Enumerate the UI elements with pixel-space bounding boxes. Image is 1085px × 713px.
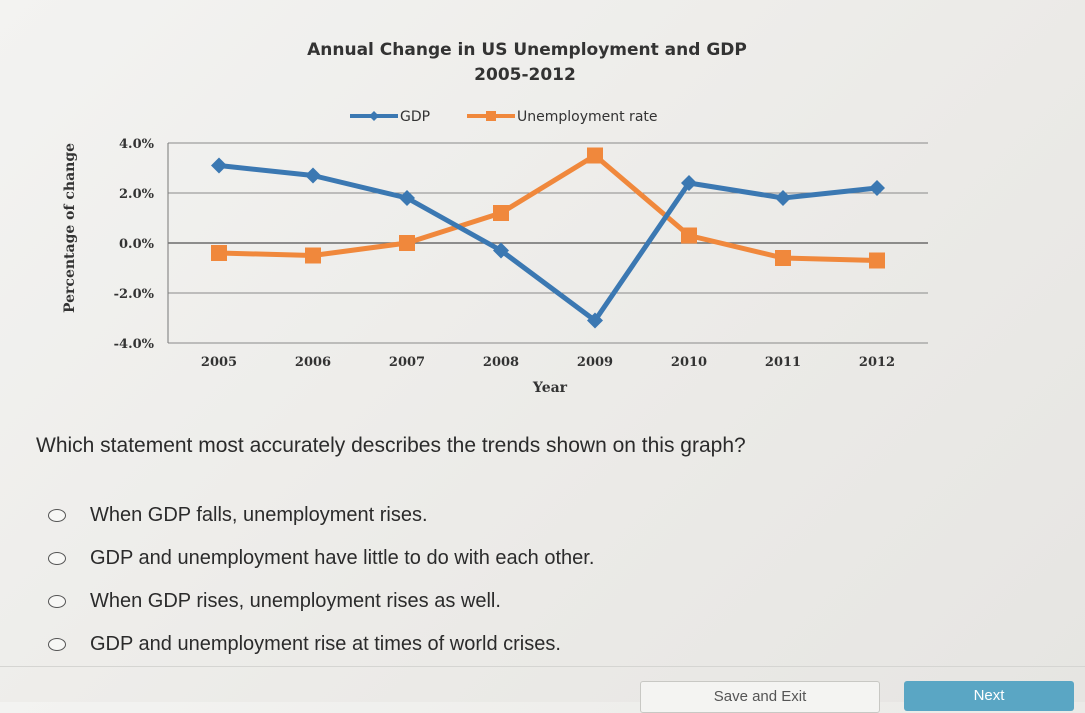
series-line	[216, 153, 880, 263]
answer-options: When GDP falls, unemployment rises. GDP …	[48, 494, 594, 666]
line-chart: Annual Change in US Unemployment and GDP…	[62, 40, 928, 396]
y-tick-label: 4.0%	[119, 137, 155, 152]
option-label: GDP and unemployment rise at times of wo…	[90, 633, 561, 655]
legend-label: GDP	[400, 109, 430, 125]
x-axis-label: Year	[532, 380, 568, 396]
data-point	[869, 252, 885, 269]
x-tick-label: 2012	[859, 355, 895, 370]
data-point	[211, 157, 227, 174]
radio-button[interactable]	[48, 638, 66, 651]
x-tick-label: 2009	[577, 355, 613, 370]
next-button[interactable]: Next	[904, 681, 1074, 711]
radio-button[interactable]	[48, 509, 66, 522]
data-point	[399, 235, 415, 251]
legend-marker	[486, 111, 496, 121]
data-point	[399, 190, 415, 206]
footer-divider	[0, 666, 1085, 667]
y-tick-label: 0.0%	[119, 237, 155, 252]
x-tick-label: 2011	[765, 355, 801, 370]
data-point	[869, 180, 885, 196]
chart-series	[211, 147, 885, 329]
series-gdp	[211, 157, 885, 329]
x-tick-label: 2007	[389, 355, 425, 370]
series-unemployment-rate	[211, 147, 885, 269]
x-tick-label: 2005	[201, 355, 237, 370]
question-text: Which statement most accurately describe…	[36, 434, 746, 457]
x-tick-label: 2008	[483, 355, 519, 370]
answer-option-3[interactable]: When GDP rises, unemployment rises as we…	[48, 580, 594, 623]
answer-option-2[interactable]: GDP and unemployment have little to do w…	[48, 537, 594, 580]
data-point	[305, 247, 321, 264]
option-label: When GDP rises, unemployment rises as we…	[90, 590, 501, 612]
x-tick-label: 2006	[295, 355, 331, 370]
data-point	[681, 175, 697, 191]
radio-button[interactable]	[48, 552, 66, 565]
x-tick-label: 2010	[671, 355, 707, 370]
data-point	[775, 250, 791, 266]
chart-grid	[167, 142, 928, 344]
chart-title: Annual Change in US Unemployment and GDP	[307, 40, 747, 60]
option-label: When GDP falls, unemployment rises.	[90, 504, 428, 526]
legend-marker	[369, 111, 379, 121]
legend-label: Unemployment rate	[517, 109, 658, 125]
y-tick-label: 2.0%	[119, 187, 155, 202]
series-line	[216, 163, 880, 323]
y-axis-label: Percentage of change	[62, 143, 78, 313]
y-tick-label: -2.0%	[114, 287, 155, 302]
data-point	[775, 190, 791, 206]
data-point	[493, 242, 509, 259]
data-point	[587, 312, 603, 329]
answer-option-4[interactable]: GDP and unemployment rise at times of wo…	[48, 623, 594, 666]
x-axis-ticks: 2005 2006 2007 2008 2009 2010 2011 2012	[201, 355, 895, 370]
data-point	[493, 205, 509, 221]
chart-legend: GDP Unemployment rate	[350, 109, 658, 125]
data-point	[211, 245, 227, 261]
answer-option-1[interactable]: When GDP falls, unemployment rises.	[48, 494, 594, 537]
option-label: GDP and unemployment have little to do w…	[90, 547, 595, 569]
y-tick-label: -4.0%	[114, 337, 155, 352]
radio-button[interactable]	[48, 595, 66, 608]
chart-subtitle: 2005-2012	[474, 65, 576, 85]
data-point	[587, 147, 603, 164]
y-axis-ticks: 4.0% 2.0% 0.0% -2.0% -4.0%	[114, 137, 155, 352]
save-and-exit-button[interactable]: Save and Exit	[640, 681, 880, 713]
data-point	[681, 227, 697, 244]
data-point	[305, 167, 321, 184]
